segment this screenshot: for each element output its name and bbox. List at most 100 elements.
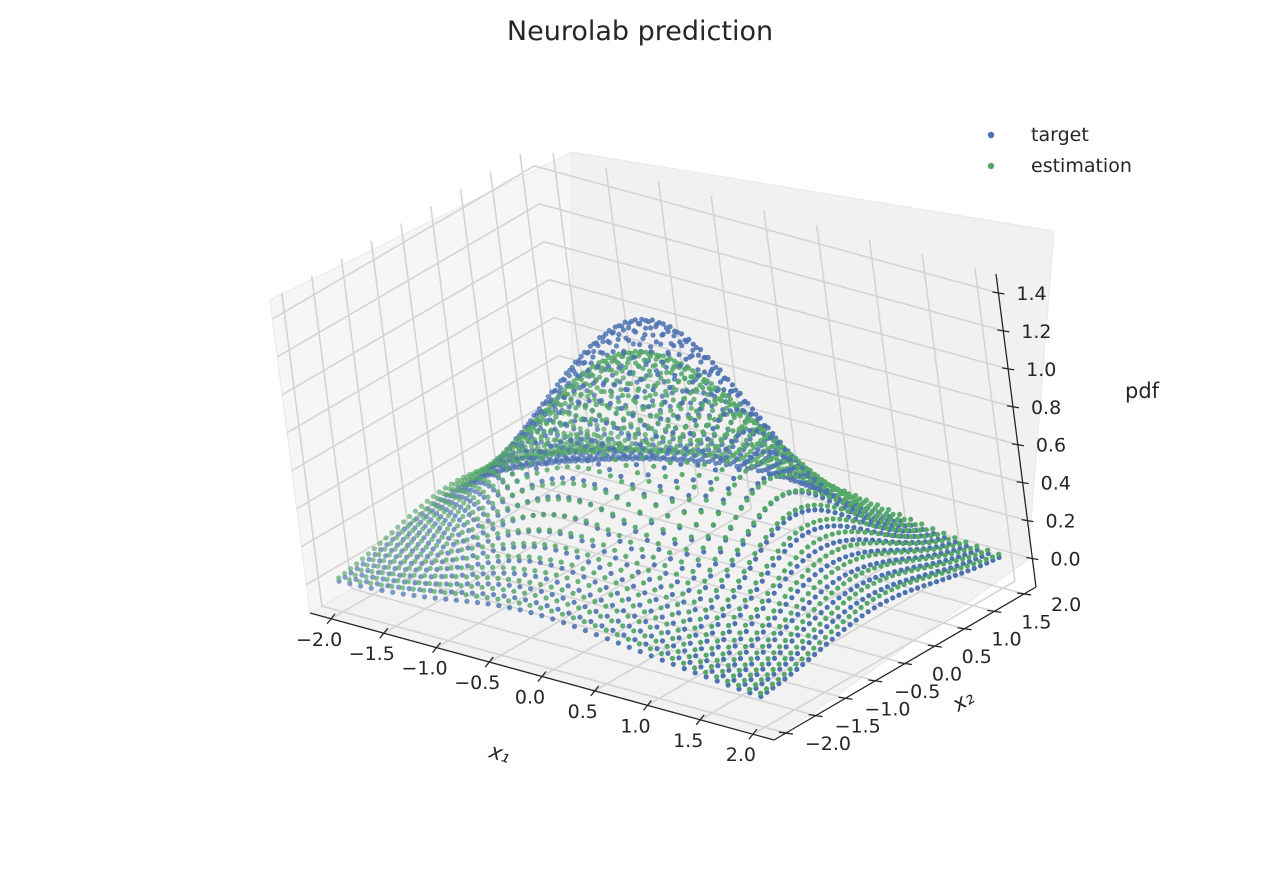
target-point	[723, 446, 729, 452]
target-point	[490, 570, 496, 576]
target-point	[731, 594, 737, 600]
target-point	[795, 632, 801, 638]
estimation-point	[564, 464, 571, 470]
target-point	[582, 604, 588, 610]
estimation-point	[933, 539, 939, 545]
estimation-point	[764, 563, 770, 569]
target-point	[683, 339, 690, 345]
target-point	[627, 454, 633, 460]
target-point	[672, 372, 678, 378]
target-point	[859, 613, 865, 619]
estimation-point	[714, 615, 720, 621]
target-point	[552, 387, 559, 393]
target-point	[643, 361, 649, 367]
target-point	[496, 581, 502, 588]
target-point	[714, 594, 720, 600]
target-point	[868, 548, 874, 554]
estimation-point	[456, 481, 462, 488]
z-tick	[1011, 443, 1024, 447]
estimation-point	[583, 402, 589, 408]
estimation-point	[490, 542, 496, 549]
estimation-point	[753, 667, 759, 673]
target-point	[571, 623, 578, 630]
target-point	[637, 602, 643, 608]
estimation-point	[504, 505, 511, 511]
estimation-point	[811, 645, 817, 651]
estimation-point	[644, 439, 650, 445]
estimation-point	[692, 625, 698, 631]
z-tick-label: 0.6	[1036, 435, 1066, 457]
grid-line-y-floor	[351, 587, 816, 717]
target-point	[447, 521, 453, 528]
estimation-point	[615, 434, 621, 440]
estimation-point	[793, 555, 799, 561]
estimation-point	[443, 557, 449, 563]
target-point	[848, 604, 854, 610]
target-point	[585, 368, 591, 374]
target-point	[469, 590, 475, 596]
target-point	[687, 640, 693, 646]
estimation-point	[835, 565, 841, 571]
target-point	[812, 526, 818, 533]
estimation-point	[579, 448, 586, 454]
estimation-point	[799, 487, 805, 493]
estimation-point	[644, 532, 650, 538]
estimation-point	[480, 489, 486, 495]
target-point	[921, 583, 927, 589]
estimation-point	[580, 566, 586, 572]
target-point	[959, 570, 965, 576]
target-point	[566, 610, 572, 616]
target-point	[960, 561, 966, 567]
estimation-point	[594, 522, 600, 528]
estimation-point	[505, 465, 511, 472]
estimation-point	[469, 545, 475, 551]
estimation-point	[647, 624, 653, 630]
target-point	[754, 655, 761, 661]
estimation-point	[904, 527, 910, 534]
estimation-point	[444, 492, 450, 498]
target-point	[401, 579, 408, 585]
z-tick	[1021, 518, 1034, 523]
estimation-point	[389, 530, 395, 536]
estimation-point	[705, 533, 711, 539]
target-point	[575, 554, 581, 560]
target-point	[684, 551, 690, 557]
estimation-point	[823, 574, 829, 580]
estimation-point	[693, 521, 699, 527]
target-point	[458, 504, 464, 510]
target-point	[740, 408, 747, 414]
estimation-point	[614, 378, 620, 384]
estimation-point	[819, 491, 825, 497]
estimation-point	[730, 587, 736, 594]
target-point	[760, 449, 766, 455]
estimation-point	[765, 615, 771, 621]
estimation-point	[484, 575, 491, 581]
estimation-point	[369, 569, 375, 575]
estimation-point	[559, 611, 566, 617]
grid-line-z-left	[281, 241, 545, 396]
target-point	[586, 398, 592, 404]
estimation-point	[613, 410, 619, 416]
estimation-point	[879, 550, 885, 557]
estimation-point	[884, 525, 890, 531]
target-point	[749, 643, 755, 649]
estimation-point	[411, 572, 417, 578]
estimation-point	[574, 382, 580, 388]
x-tick	[484, 656, 494, 668]
estimation-point	[624, 586, 630, 592]
estimation-point	[859, 570, 865, 576]
estimation-point	[461, 500, 467, 506]
target-point	[759, 681, 765, 687]
target-point	[617, 538, 623, 544]
estimation-point	[455, 509, 461, 515]
estimation-point	[752, 682, 759, 688]
target-point	[576, 357, 582, 364]
estimation-point	[620, 623, 626, 629]
target-point	[581, 478, 587, 484]
estimation-point	[376, 552, 382, 558]
target-point	[464, 581, 470, 587]
estimation-point	[726, 622, 732, 629]
estimation-point	[654, 352, 660, 358]
estimation-point	[630, 485, 636, 492]
estimation-point	[765, 637, 771, 643]
